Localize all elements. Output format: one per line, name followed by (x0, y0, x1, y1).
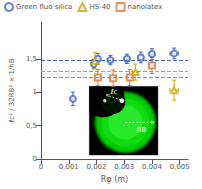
svg-text:0: 0 (33, 155, 37, 163)
svg-text:HS-40: HS-40 (89, 3, 110, 11)
svg-text:Rφ (m): Rφ (m) (101, 175, 128, 184)
svg-text:1: 1 (33, 88, 37, 96)
svg-text:1,5: 1,5 (26, 55, 37, 63)
svg-text:RB: RB (137, 126, 147, 134)
svg-text:0,002: 0,002 (86, 163, 106, 171)
svg-text:0: 0 (39, 163, 43, 171)
svg-text:0,005: 0,005 (170, 163, 190, 171)
svg-text:nanolatex: nanolatex (128, 3, 163, 11)
svg-text:0,004: 0,004 (142, 163, 163, 171)
svg-text:ℓc: ℓc (110, 88, 118, 96)
svg-text:0,003: 0,003 (114, 163, 134, 171)
svg-text:0,5: 0,5 (26, 122, 37, 130)
svg-text:ℓc² / 32RB² × 1/hB: ℓc² / 32RB² × 1/hB (8, 58, 16, 123)
svg-text:0,001: 0,001 (59, 163, 79, 171)
svg-text:Green fluo silica: Green fluo silica (16, 3, 72, 11)
